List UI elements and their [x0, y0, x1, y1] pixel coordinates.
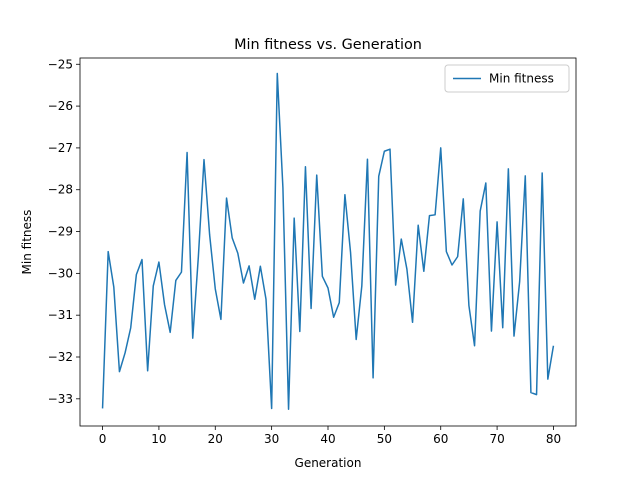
x-tick-label: 30 — [264, 432, 279, 446]
x-tick-label: 60 — [433, 432, 448, 446]
y-tick-label: −29 — [48, 225, 73, 239]
x-tick-label: 70 — [489, 432, 504, 446]
x-tick-label: 0 — [99, 432, 107, 446]
x-axis-label: Generation — [295, 456, 362, 470]
x-axis: 0 10 20 30 40 50 60 70 80 — [99, 426, 561, 446]
x-tick-label: 10 — [151, 432, 166, 446]
y-tick-label: −30 — [48, 266, 73, 280]
y-tick-label: −32 — [48, 350, 73, 364]
x-tick-label: 40 — [320, 432, 335, 446]
chart-title: Min fitness vs. Generation — [234, 37, 422, 53]
x-tick-label: 50 — [377, 432, 392, 446]
y-tick-label: −28 — [48, 183, 73, 197]
x-tick-label: 80 — [546, 432, 561, 446]
series-line-0 — [101, 72, 555, 411]
legend: Min fitness — [444, 64, 570, 93]
y-axis: −33 −32 −31 −30 −29 −28 −27 −26 −25 — [48, 57, 80, 406]
y-tick-label: −25 — [48, 57, 73, 71]
y-tick-label: −33 — [48, 392, 73, 406]
y-tick-label: −26 — [48, 99, 73, 113]
y-axis-label: Min fitness — [20, 210, 34, 275]
legend-label: Min fitness — [489, 72, 554, 86]
x-tick-label: 20 — [208, 432, 223, 446]
legend-box — [444, 64, 570, 93]
y-tick-label: −31 — [48, 308, 73, 322]
y-tick-label: −27 — [48, 141, 73, 155]
